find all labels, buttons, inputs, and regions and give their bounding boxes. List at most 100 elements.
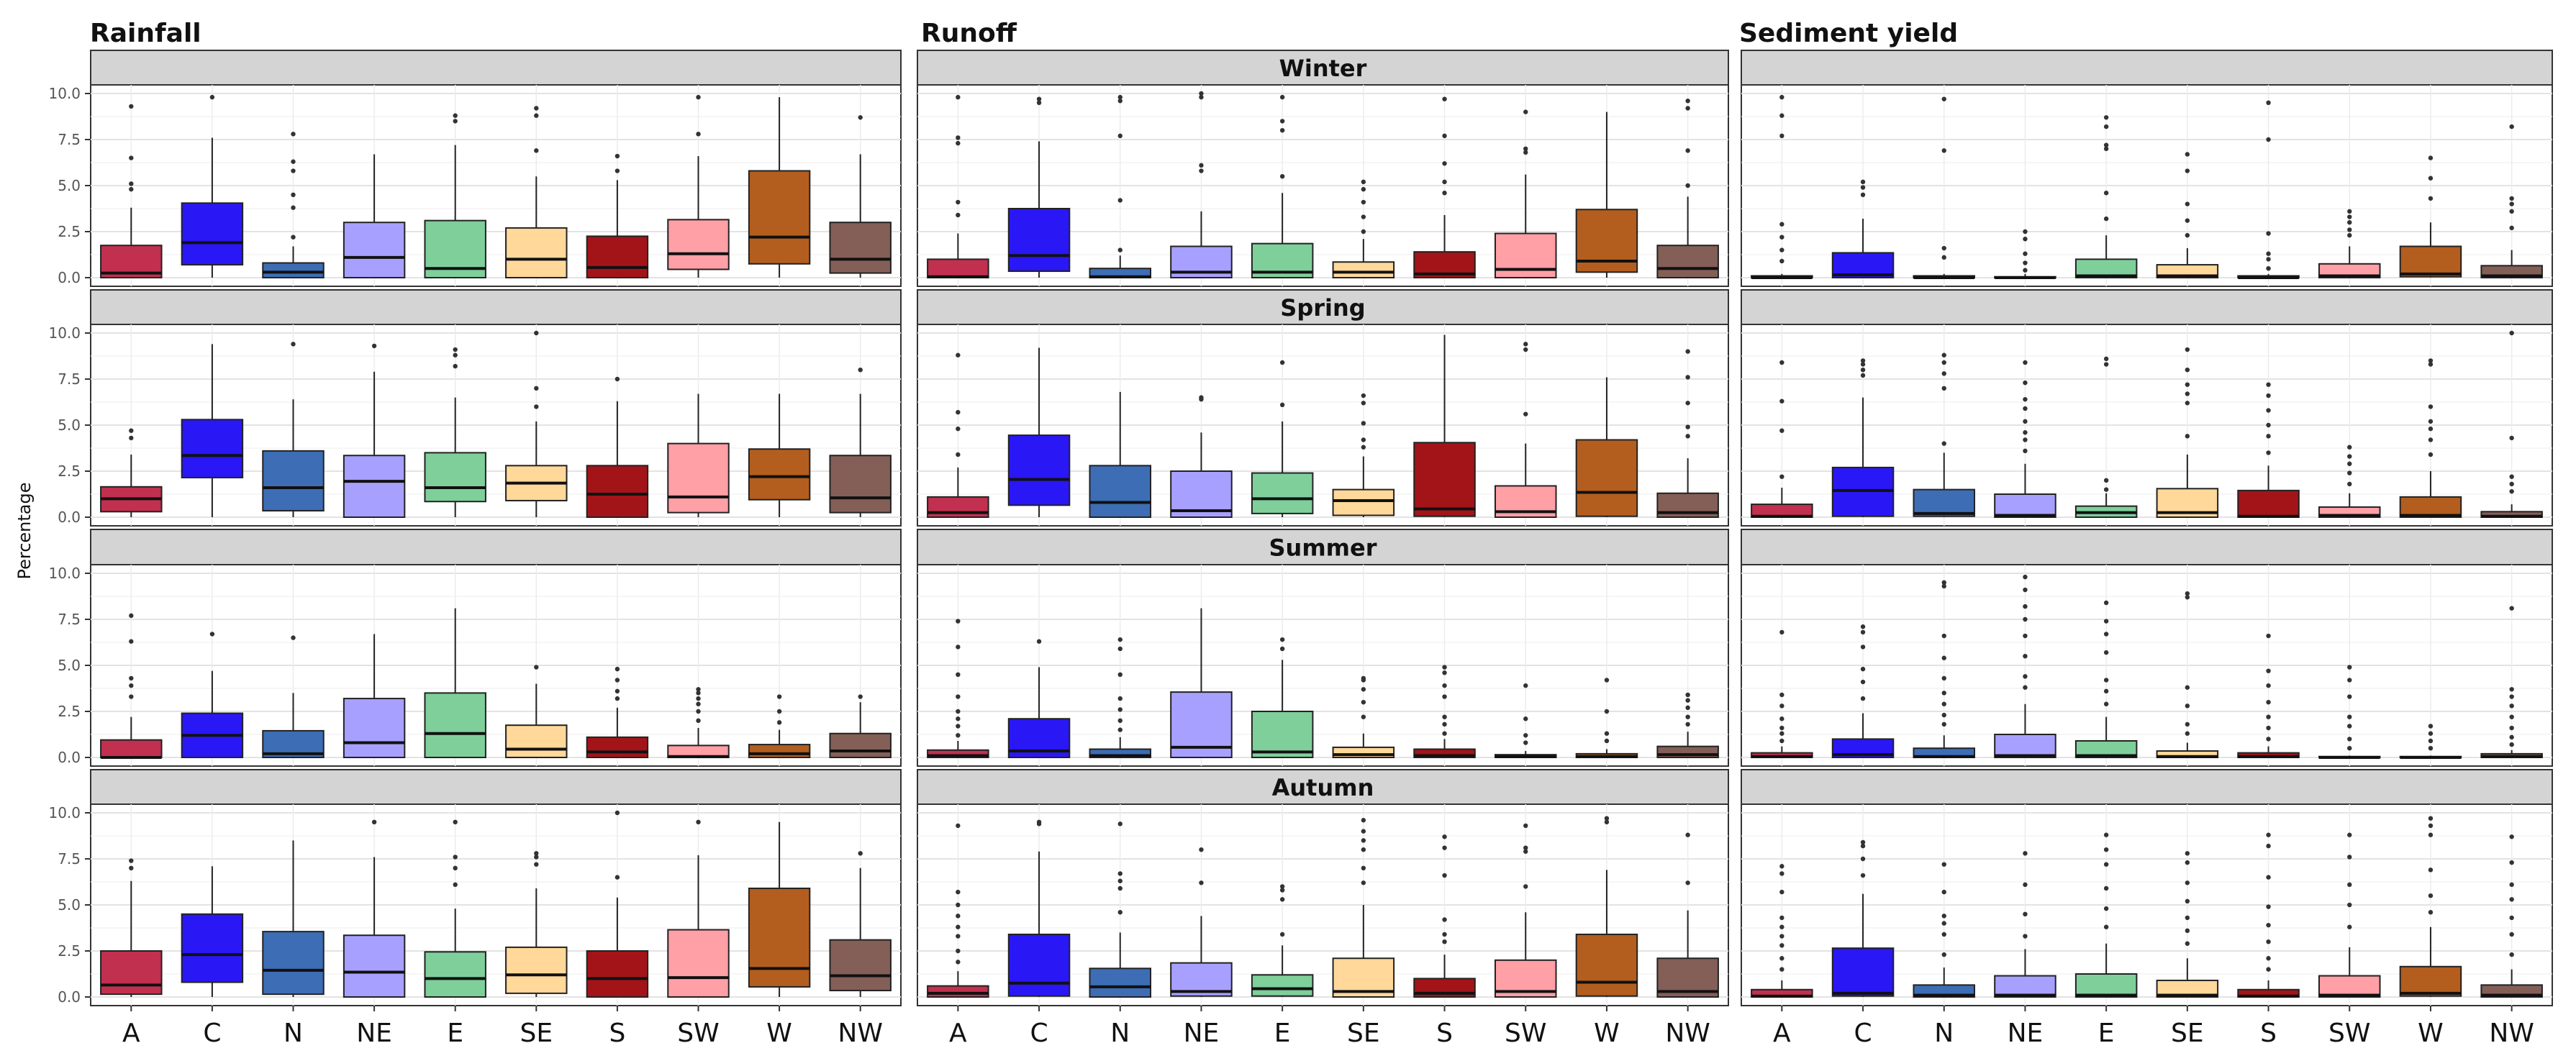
- box-a: [100, 858, 163, 997]
- box-w: [748, 821, 811, 997]
- outlier-point: [453, 363, 458, 369]
- x-tick-label-ne: NE: [1184, 1019, 1220, 1048]
- outlier-point: [956, 135, 961, 140]
- outlier-point: [1442, 694, 1447, 699]
- outlier-point: [534, 665, 539, 670]
- outlier-point: [2103, 862, 2109, 867]
- outlier-point: [956, 889, 961, 895]
- outlier-point: [1779, 247, 1784, 252]
- outlier-point: [1442, 133, 1447, 139]
- outlier-point: [614, 875, 620, 880]
- outlier-point: [1860, 873, 1866, 878]
- iqr-box: [424, 452, 486, 503]
- box-c: [1831, 179, 1895, 279]
- iqr-box: [1089, 748, 1152, 758]
- box-w: [2399, 724, 2462, 759]
- outlier-point: [2185, 382, 2190, 387]
- box-a: [927, 619, 989, 759]
- outlier-point: [1117, 821, 1123, 827]
- outlier-point: [1523, 845, 1528, 850]
- box-nw: [829, 694, 892, 758]
- iqr-box: [1831, 947, 1895, 997]
- outlier-point: [1941, 245, 1946, 251]
- outlier-point: [1604, 816, 1610, 821]
- outlier-point: [2185, 391, 2190, 396]
- outlier-point: [2023, 396, 2028, 402]
- strip-label-winter: Winter: [1279, 55, 1367, 82]
- outlier-point: [1860, 179, 1866, 185]
- iqr-box: [1575, 209, 1638, 273]
- outlier-point: [291, 205, 296, 210]
- outlier-point: [956, 672, 961, 677]
- outlier-point: [2428, 155, 2434, 160]
- x-tick-label-w: W: [2418, 1019, 2444, 1048]
- box-w: [1575, 678, 1638, 759]
- box-n: [262, 342, 325, 517]
- outlier-point: [2347, 470, 2352, 475]
- outlier-point: [2509, 488, 2514, 494]
- iqr-box: [343, 222, 406, 279]
- outlier-point: [1779, 360, 1784, 365]
- outlier-point: [1361, 401, 1366, 406]
- iqr-box: [343, 934, 406, 998]
- outlier-point: [1685, 99, 1690, 104]
- outlier-point: [2103, 632, 2109, 637]
- outlier-point: [776, 709, 782, 714]
- iqr-box: [1089, 465, 1152, 519]
- iqr-box: [262, 450, 325, 512]
- outlier-point: [1442, 917, 1447, 922]
- box-e: [424, 608, 486, 759]
- outlier-point: [956, 716, 961, 721]
- outlier-point: [2509, 209, 2514, 214]
- outlier-point: [1860, 629, 1866, 635]
- iqr-box: [424, 951, 486, 998]
- iqr-box: [586, 465, 649, 519]
- box-a: [927, 352, 989, 519]
- strip-label-spring: Spring: [1280, 294, 1365, 322]
- outlier-point: [1279, 402, 1285, 408]
- outlier-point: [2103, 487, 2109, 492]
- outlier-point: [453, 347, 458, 352]
- outlier-point: [2103, 216, 2109, 222]
- outlier-point: [1361, 829, 1366, 834]
- outlier-point: [1779, 889, 1784, 895]
- outlier-point: [2509, 330, 2514, 336]
- outlier-point: [291, 192, 296, 197]
- outlier-point: [1361, 214, 1366, 219]
- outlier-point: [2266, 382, 2271, 387]
- outlier-point: [2428, 910, 2434, 915]
- outlier-point: [1779, 258, 1784, 264]
- iqr-box: [1575, 439, 1638, 517]
- outlier-point: [956, 733, 961, 738]
- outlier-point: [2266, 668, 2271, 673]
- outlier-point: [534, 113, 539, 118]
- outlier-point: [956, 94, 961, 100]
- outlier-point: [1442, 932, 1447, 937]
- outlier-point: [2347, 214, 2352, 219]
- iqr-box: [1413, 748, 1476, 758]
- outlier-point: [2023, 654, 2028, 659]
- outlier-point: [956, 724, 961, 729]
- outlier-point: [2185, 401, 2190, 406]
- outlier-point: [1523, 146, 1528, 151]
- outlier-point: [614, 168, 620, 173]
- outlier-point: [129, 104, 134, 109]
- outlier-point: [2347, 445, 2352, 450]
- outlier-point: [1117, 718, 1123, 723]
- outlier-point: [2023, 633, 2028, 639]
- y-tick-label: 5.0: [58, 416, 81, 434]
- box-e: [2074, 600, 2138, 758]
- iqr-box: [343, 455, 406, 518]
- box-s: [586, 810, 649, 998]
- outlier-point: [1199, 395, 1204, 400]
- strip-header: [90, 529, 902, 565]
- iqr-box: [586, 235, 649, 278]
- box-s: [586, 666, 649, 758]
- outlier-point: [1361, 675, 1366, 681]
- panel-sediment-winter: [1741, 50, 2553, 287]
- outlier-point: [291, 342, 296, 347]
- y-tick-label: 7.5: [58, 370, 81, 388]
- outlier-point: [129, 186, 134, 192]
- outlier-point: [2185, 721, 2190, 727]
- x-tick-label-c: C: [1030, 1019, 1048, 1048]
